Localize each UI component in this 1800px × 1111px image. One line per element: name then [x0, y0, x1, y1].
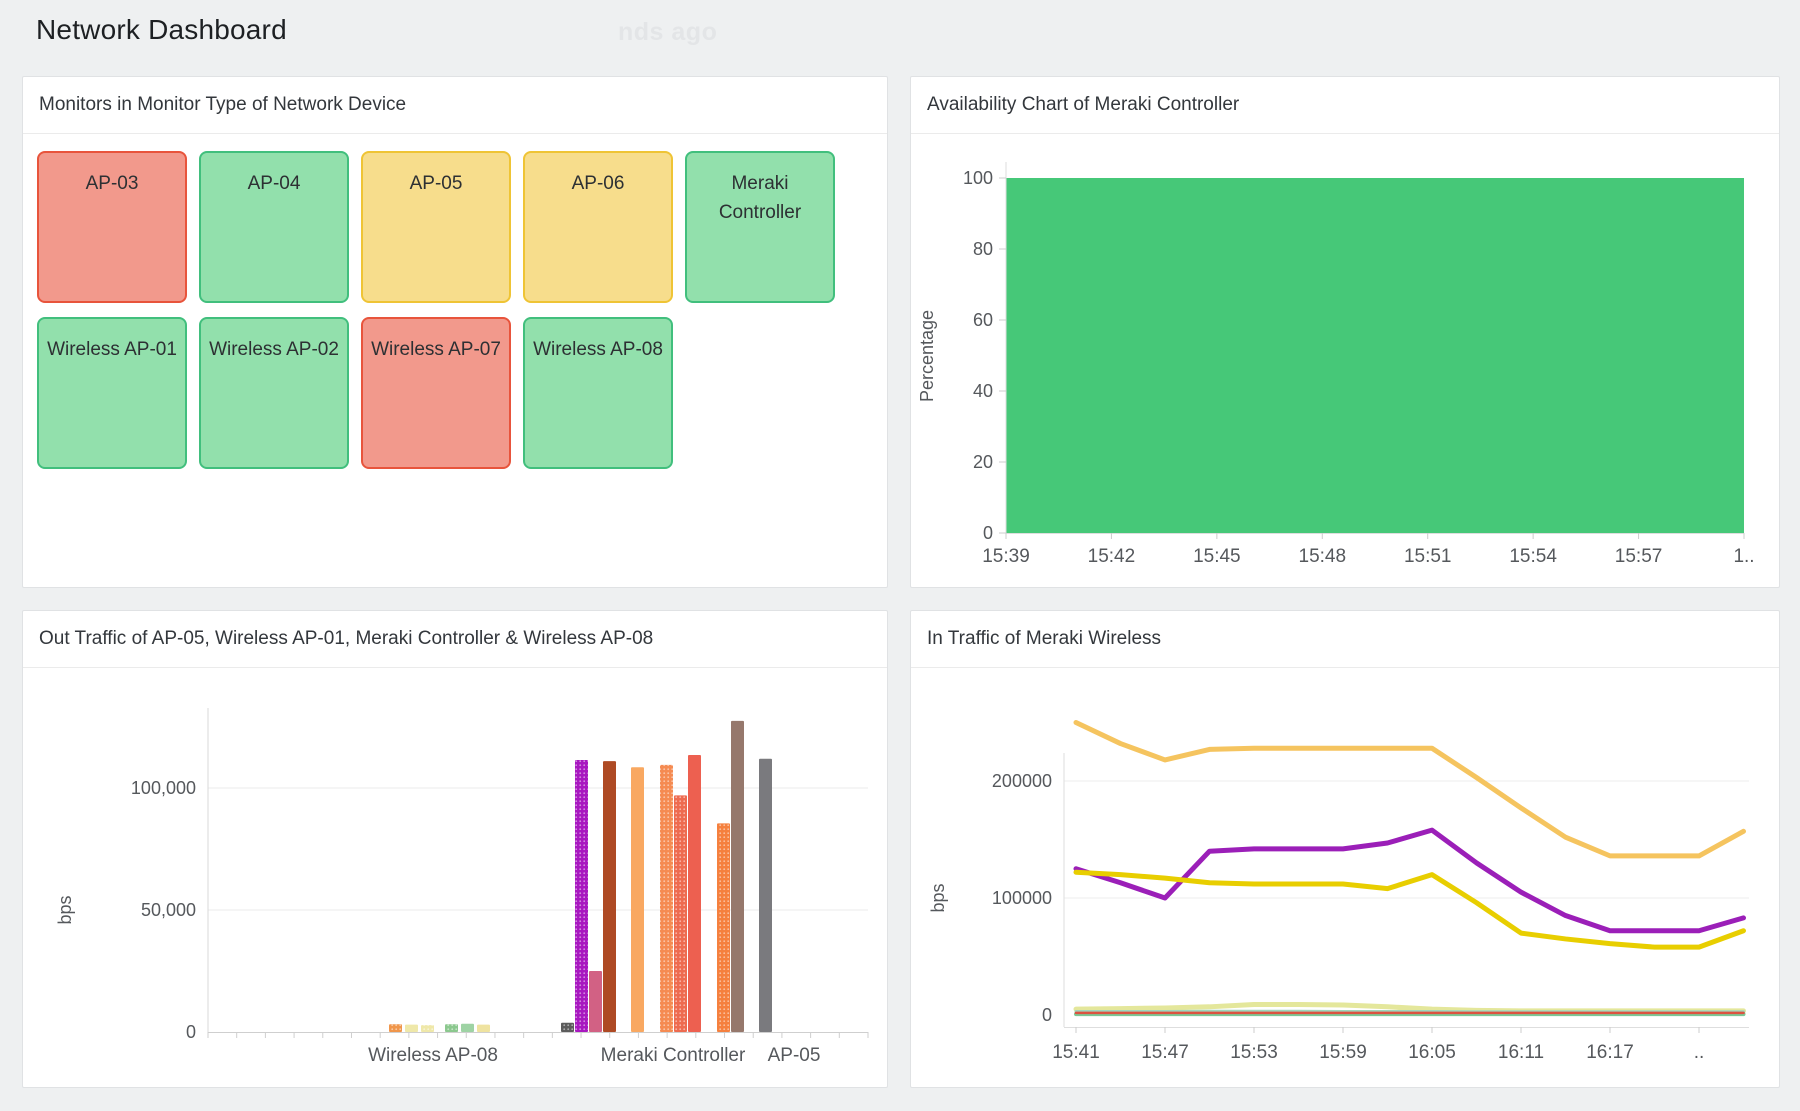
- monitors-panel: Monitors in Monitor Type of Network Devi…: [22, 76, 888, 588]
- x-group-label: AP-05: [768, 1045, 821, 1066]
- traffic-bar[interactable]: [688, 755, 701, 1032]
- y-tick-label: 50,000: [141, 900, 196, 920]
- y-tick-label: 0: [1042, 1005, 1052, 1025]
- traffic-bar[interactable]: [461, 1023, 474, 1032]
- page-title: Network Dashboard: [36, 14, 287, 45]
- monitor-tile-wireless-ap-01[interactable]: Wireless AP-01: [37, 317, 187, 469]
- availability-panel: Availability Chart of Meraki Controller …: [910, 76, 1780, 588]
- in-traffic-panel-header: In Traffic of Meraki Wireless: [911, 611, 1779, 668]
- in-traffic-panel-title: In Traffic of Meraki Wireless: [927, 628, 1162, 649]
- y-tick-label: 0: [983, 523, 993, 543]
- x-tick-label: 15:54: [1509, 546, 1557, 567]
- x-tick-label: 16:05: [1408, 1042, 1456, 1063]
- x-tick-label: 1..: [1733, 546, 1754, 567]
- traffic-bar-texture: [561, 1022, 574, 1032]
- traffic-bar[interactable]: [405, 1024, 418, 1032]
- traffic-bar[interactable]: [603, 761, 616, 1032]
- traffic-bar-texture: [389, 1024, 402, 1032]
- x-tick-label: 16:17: [1586, 1042, 1634, 1063]
- monitor-tile-ap-04[interactable]: AP-04: [199, 151, 349, 303]
- out-traffic-panel-header: Out Traffic of AP-05, Wireless AP-01, Me…: [23, 611, 887, 668]
- availability-panel-header: Availability Chart of Meraki Controller: [911, 77, 1779, 134]
- monitor-tile-wireless-ap-02[interactable]: Wireless AP-02: [199, 317, 349, 469]
- x-tick-label: 15:47: [1141, 1042, 1189, 1063]
- availability-chart-svg: 0 20 40 60 80 100 15:39 15:42 15:45 15:48 15:51 15:…: [917, 162, 1755, 567]
- out-traffic-panel: Out Traffic of AP-05, Wireless AP-01, Me…: [22, 610, 888, 1088]
- y-tick-label: 100: [963, 168, 993, 188]
- refresh-hint-text: nds ago: [618, 18, 718, 46]
- monitor-tile-wireless-ap-07[interactable]: Wireless AP-07: [361, 317, 511, 469]
- monitor-tiles-grid: AP-03 AP-04 AP-05 AP-06 Meraki Controller Wir…: [23, 134, 887, 486]
- x-tick-label: 15:48: [1299, 546, 1347, 567]
- monitor-tile-wireless-ap-08[interactable]: Wireless AP-08: [523, 317, 673, 469]
- traffic-bar-texture: [717, 823, 730, 1032]
- monitor-tile-meraki-controller[interactable]: Meraki Controller: [685, 151, 835, 303]
- availability-chart: 0 20 40 60 80 100 15:39 15:42 15:45 15:48 15:51 15:…: [911, 134, 1779, 592]
- x-group-label: Wireless AP-08: [368, 1045, 498, 1066]
- traffic-bar-texture: [674, 795, 687, 1032]
- x-tick-label: 15:45: [1193, 546, 1241, 567]
- monitors-panel-title: Monitors in Monitor Type of Network Devi…: [39, 94, 407, 115]
- traffic-bar-texture: [660, 764, 673, 1032]
- y-tick-label: 40: [973, 381, 993, 401]
- y-axis-title: bps: [55, 895, 75, 924]
- x-tick-label: 15:41: [1052, 1042, 1100, 1063]
- y-axis-title: bps: [928, 883, 948, 912]
- availability-panel-title: Availability Chart of Meraki Controller: [927, 94, 1240, 115]
- y-tick-label: 0: [186, 1022, 196, 1042]
- monitor-tile-ap-05[interactable]: AP-05: [361, 151, 511, 303]
- x-tick-label: 15:59: [1319, 1042, 1367, 1063]
- traffic-bar[interactable]: [631, 767, 644, 1032]
- x-tick-label: 15:53: [1230, 1042, 1278, 1063]
- amber-line[interactable]: [1073, 720, 1746, 859]
- availability-area[interactable]: [1006, 178, 1744, 533]
- traffic-bar[interactable]: [477, 1024, 490, 1032]
- traffic-bar[interactable]: [731, 720, 744, 1032]
- traffic-bar-texture: [575, 759, 588, 1032]
- y-tick-label: 80: [973, 239, 993, 259]
- traffic-bar-texture: [445, 1024, 458, 1032]
- purple-line[interactable]: [1073, 827, 1746, 934]
- y-tick-label: 60: [973, 310, 993, 330]
- y-axis-title: Percentage: [917, 310, 937, 402]
- in-traffic-chart-svg: 0 100000 200000 15:41 15:47 15:53 15:59 16:05 16…: [928, 720, 1749, 1063]
- x-group-label: Meraki Controller: [601, 1045, 746, 1066]
- x-tick-label: 15:57: [1615, 546, 1663, 567]
- monitors-panel-header: Monitors in Monitor Type of Network Devi…: [23, 77, 887, 134]
- monitor-tile-ap-06[interactable]: AP-06: [523, 151, 673, 303]
- in-traffic-chart: 0 100000 200000 15:41 15:47 15:53 15:59 16:05 16…: [911, 668, 1779, 1092]
- out-traffic-chart-svg: 0 50,000 100,000 Wireless AP-08 Meraki Contr…: [55, 708, 869, 1066]
- traffic-bar[interactable]: [589, 971, 602, 1032]
- yellow-line[interactable]: [1073, 869, 1746, 950]
- y-tick-label: 100,000: [131, 778, 196, 798]
- in-traffic-panel: In Traffic of Meraki Wireless 0 100000 200…: [910, 610, 1780, 1088]
- out-traffic-panel-title: Out Traffic of AP-05, Wireless AP-01, Me…: [39, 628, 654, 649]
- monitor-tile-ap-03[interactable]: AP-03: [37, 151, 187, 303]
- x-tick-label: 15:51: [1404, 546, 1452, 567]
- x-tick-label: 15:39: [982, 546, 1030, 567]
- x-tick-label: 16:11: [1498, 1042, 1544, 1063]
- traffic-bar[interactable]: [759, 758, 772, 1032]
- y-tick-label: 100000: [992, 888, 1052, 908]
- y-tick-label: 20: [973, 452, 993, 472]
- traffic-bar-texture: [421, 1025, 434, 1032]
- y-tick-label: 200000: [992, 771, 1052, 791]
- x-tick-label: ..: [1694, 1042, 1705, 1063]
- x-tick-label: 15:42: [1088, 546, 1136, 567]
- out-traffic-chart: 0 50,000 100,000 Wireless AP-08 Meraki Contr…: [23, 668, 887, 1092]
